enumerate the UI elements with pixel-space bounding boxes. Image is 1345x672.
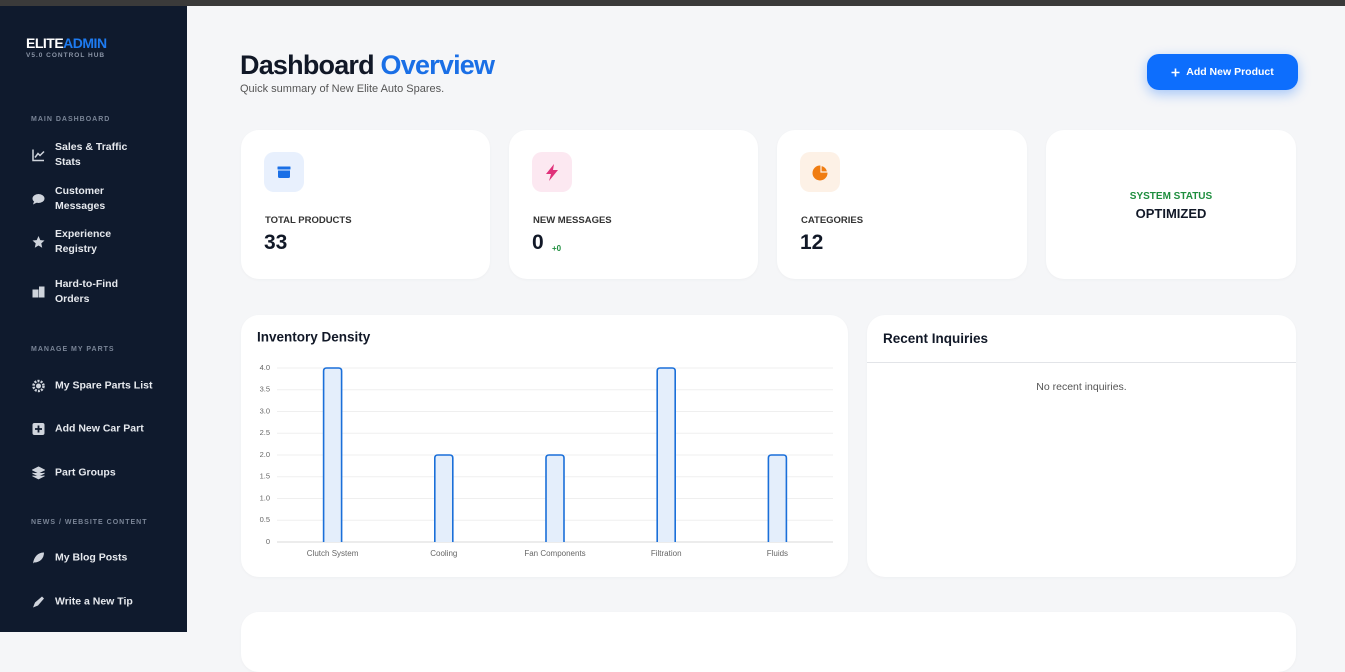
title-main: Dashboard <box>240 50 375 80</box>
status-card: SYSTEM STATUS OPTIMIZED <box>1046 130 1296 279</box>
section-title: MAIN DASHBOARD <box>31 116 111 123</box>
icon <box>32 194 45 205</box>
stat-label: CATEGORIES <box>801 215 864 226</box>
nav-item[interactable]: My Blog Posts <box>55 551 128 564</box>
page-subtitle: Quick summary of New Elite Auto Spares. <box>240 83 445 95</box>
inquiries-empty: No recent inquiries. <box>1036 381 1127 393</box>
stat-value: 12 <box>800 231 824 254</box>
icon <box>32 149 45 162</box>
sidebar <box>0 6 187 632</box>
brand: ELITEADMIN <box>26 35 107 51</box>
stat-label: NEW MESSAGES <box>533 215 612 226</box>
section-title: MANAGE MY PARTS <box>31 346 115 353</box>
stat-delta: +0 <box>552 244 562 253</box>
bar <box>322 367 343 542</box>
top-bar <box>0 0 1345 6</box>
nav-item[interactable]: Customer Messages <box>55 185 106 212</box>
nav-item[interactable]: Sales & Traffic Stats <box>55 141 128 168</box>
y-tick-label: 1.5 <box>260 472 270 481</box>
bar <box>656 367 676 542</box>
bar <box>767 454 788 542</box>
nav-item[interactable]: Experience Registry <box>55 228 112 255</box>
x-tick-label: Cooling <box>430 549 457 558</box>
page: ELITEADMIN V5.0 CONTROL HUB MAIN DASHBOA… <box>0 0 1345 632</box>
nav-item[interactable]: My Spare Parts List <box>55 379 153 392</box>
icon <box>546 164 558 181</box>
stat-icon <box>800 152 840 192</box>
icon <box>33 596 44 608</box>
chart: Inventory Density 0 0.5 1.0 1.5 2.0 2.5 3.0 3.5… <box>257 330 833 558</box>
y-tick-label: 1.0 <box>260 493 270 502</box>
x-tick-label: Clutch System <box>307 549 359 558</box>
x-tick-label: Fluids <box>767 549 788 558</box>
icon <box>32 466 45 480</box>
brand-part2: ADMIN <box>63 35 107 51</box>
y-tick-label: 3.0 <box>260 406 270 415</box>
y-tick-label: 2.0 <box>260 450 270 459</box>
y-tick-label: 3.5 <box>260 385 270 394</box>
icon <box>33 552 44 564</box>
plus-icon <box>1171 68 1180 76</box>
status-value: OPTIMIZED <box>1135 206 1207 221</box>
status-label: SYSTEM STATUS <box>1129 191 1213 202</box>
add-product-button[interactable]: Add New Product <box>1147 54 1298 90</box>
nav-item[interactable]: Add New Car Part <box>55 422 144 435</box>
page-title: Dashboard Overview <box>240 50 495 81</box>
stat-label: TOTAL PRODUCTS <box>265 215 352 226</box>
inquiries-title: Recent Inquiries <box>883 331 989 346</box>
nav-item[interactable]: Write a New Tip <box>55 595 133 608</box>
stat-card: TOTAL PRODUCTS 33 <box>241 130 490 279</box>
icon <box>32 236 45 248</box>
inquiries-card: Recent Inquiries No recent inquiries. <box>867 315 1296 577</box>
x-tick-label: Fan Components <box>524 549 585 558</box>
brand-part1: ELITE <box>26 35 64 51</box>
stat-card: CATEGORIES 12 <box>777 130 1027 279</box>
stat-icon <box>532 152 572 192</box>
stat-value: 33 <box>264 231 288 254</box>
y-tick-label: 2.5 <box>260 428 270 437</box>
nav-item[interactable]: Part Groups <box>55 466 116 479</box>
divider <box>867 362 1296 363</box>
title-accent: Overview <box>380 50 495 80</box>
bar <box>434 454 454 542</box>
icon <box>276 165 292 178</box>
y-tick-label: 0.5 <box>260 515 270 524</box>
icon <box>32 379 45 393</box>
bottom-card <box>241 612 1296 672</box>
x-tick-label: Filtration <box>651 549 682 558</box>
icon <box>812 164 829 181</box>
nav-item[interactable]: Hard-to-Find Orders <box>55 278 118 305</box>
brand-version: V5.0 CONTROL HUB <box>26 52 106 59</box>
section-title: NEWS / WEBSITE CONTENT <box>31 519 148 526</box>
y-tick-label: 0 <box>266 537 270 546</box>
chart-card: Inventory Density 0 0.5 1.0 1.5 2.0 2.5 3.0 3.5… <box>241 315 848 577</box>
button-label: Add New Product <box>1186 66 1274 78</box>
chart-title: Inventory Density <box>257 330 371 345</box>
stat-icon <box>264 152 304 192</box>
stat-card: NEW MESSAGES 0 +0 <box>509 130 758 279</box>
icon <box>32 423 45 435</box>
icon <box>32 286 45 298</box>
stat-value: 0 <box>532 231 544 254</box>
y-tick-label: 4.0 <box>260 363 270 372</box>
bar <box>545 454 565 542</box>
